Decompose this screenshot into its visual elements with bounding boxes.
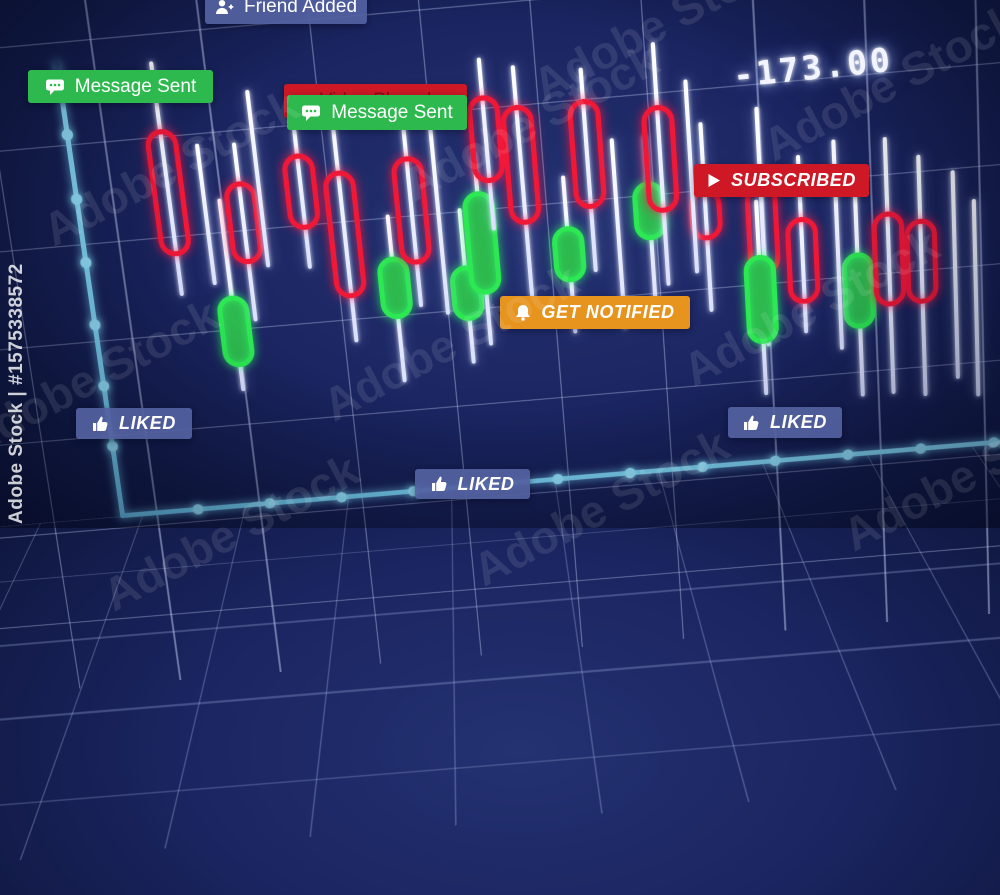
- thumbs-up-icon: [744, 415, 759, 430]
- liked-badge[interactable]: LIKED: [728, 407, 842, 438]
- chat-icon: [302, 105, 321, 121]
- badge-label: Message Sent: [331, 101, 453, 123]
- badge-label: LIKED: [457, 473, 515, 494]
- play-icon: [708, 174, 720, 187]
- badge-label: LIKED: [119, 413, 176, 433]
- candle-body-red: [871, 210, 907, 308]
- chat-icon: [45, 79, 64, 95]
- subscribed-badge[interactable]: SUBSCRIBED: [694, 164, 869, 197]
- friend-added-badge[interactable]: Friend Added: [205, 0, 367, 24]
- badge-label: GET NOTIFIED: [541, 302, 675, 322]
- badge-label: Friend Added: [243, 0, 358, 17]
- thumbs-up-icon: [431, 476, 446, 491]
- badge-label: LIKED: [770, 412, 827, 432]
- get-notified-badge[interactable]: GET NOTIFIED: [500, 296, 690, 329]
- thumbs-up-icon: [93, 416, 108, 431]
- candle-body-green: [841, 251, 877, 331]
- badge-label: SUBSCRIBED: [730, 170, 856, 190]
- person-add-icon: [215, 0, 234, 14]
- candle-body-green: [742, 253, 780, 346]
- liked-badge[interactable]: LIKED: [415, 469, 530, 499]
- candle-body-green: [550, 224, 588, 284]
- message-sent-badge[interactable]: Message Sent: [28, 70, 213, 103]
- candle-body-red: [640, 103, 681, 215]
- candle-body-red: [784, 215, 821, 306]
- bell-icon: [516, 305, 531, 321]
- candle-body-red: [903, 217, 939, 305]
- badge-label: Message Sent: [74, 75, 197, 97]
- message-sent-badge[interactable]: Message Sent: [287, 95, 467, 130]
- liked-badge[interactable]: LIKED: [76, 408, 192, 439]
